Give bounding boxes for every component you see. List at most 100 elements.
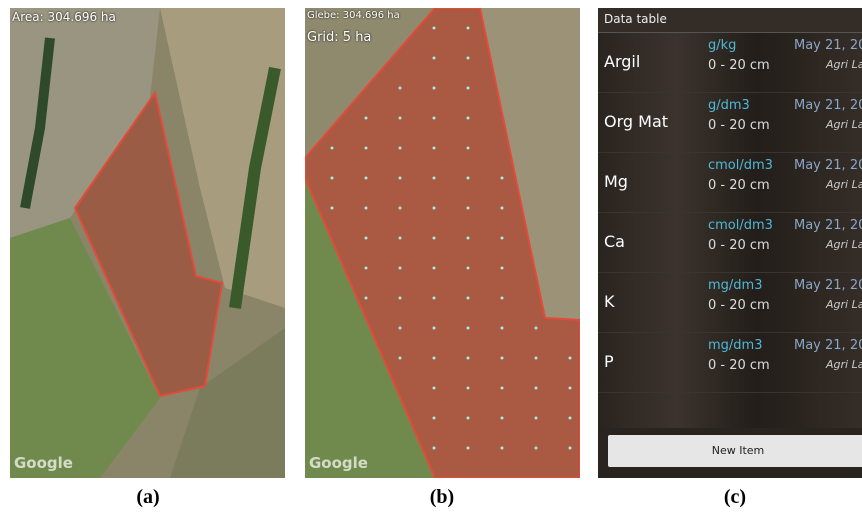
- new-item-button[interactable]: New Item: [608, 435, 862, 467]
- grid-point: [466, 416, 470, 420]
- row-lab: Agri La: [826, 358, 862, 371]
- grid-point: [364, 266, 368, 270]
- grid-point: [398, 116, 402, 120]
- grid-point: [432, 26, 436, 30]
- table-row[interactable]: Argil g/kg 0 - 20 cm May 21, 20 Agri La: [598, 32, 862, 93]
- grid-point: [398, 146, 402, 150]
- grid-point: [432, 446, 436, 450]
- grid-point: [398, 236, 402, 240]
- row-unit: cmol/dm3: [708, 218, 773, 233]
- row-name: Mg: [604, 172, 628, 191]
- grid-label: Grid: 5 ha: [307, 30, 372, 45]
- map-a-image: [10, 8, 285, 478]
- grid-point: [568, 446, 572, 450]
- grid-point: [432, 146, 436, 150]
- grid-point: [330, 176, 334, 180]
- grid-point: [432, 326, 436, 330]
- area-label: Area: 304.696 ha: [12, 10, 116, 24]
- grid-point: [432, 356, 436, 360]
- row-unit: mg/dm3: [708, 278, 763, 293]
- row-lab: Agri La: [826, 58, 862, 71]
- row-unit: cmol/dm3: [708, 158, 773, 173]
- row-date: May 21, 20: [794, 158, 862, 173]
- row-depth: 0 - 20 cm: [708, 238, 770, 253]
- grid-point: [500, 296, 504, 300]
- grid-point: [398, 296, 402, 300]
- grid-point: [466, 86, 470, 90]
- grid-point: [500, 206, 504, 210]
- watermark: Google: [309, 454, 368, 472]
- app-bar: Data table: [598, 8, 862, 33]
- grid-point: [500, 446, 504, 450]
- grid-point: [568, 386, 572, 390]
- grid-point: [568, 416, 572, 420]
- grid-point: [466, 296, 470, 300]
- grid-point: [432, 56, 436, 60]
- row-unit: mg/dm3: [708, 338, 763, 353]
- grid-point: [466, 356, 470, 360]
- row-unit: g/dm3: [708, 98, 750, 113]
- grid-point: [500, 176, 504, 180]
- grid-point: [534, 416, 538, 420]
- table-row[interactable]: Mg cmol/dm3 0 - 20 cm May 21, 20 Agri La: [598, 152, 862, 213]
- grid-point: [466, 176, 470, 180]
- grid-point: [364, 296, 368, 300]
- grid-point: [364, 236, 368, 240]
- grid-point: [500, 356, 504, 360]
- grid-point: [466, 236, 470, 240]
- watermark: Google: [14, 454, 73, 472]
- grid-point: [432, 176, 436, 180]
- grid-point: [364, 116, 368, 120]
- row-date: May 21, 20: [794, 98, 862, 113]
- grid-point: [330, 206, 334, 210]
- screen-title: Data table: [604, 12, 667, 26]
- grid-point: [534, 386, 538, 390]
- map-b: Glebe: 304.696 ha Grid: 5 ha Google: [305, 8, 580, 478]
- row-unit: g/kg: [708, 38, 737, 53]
- grid-point: [500, 326, 504, 330]
- row-date: May 21, 20: [794, 218, 862, 233]
- grid-point: [500, 236, 504, 240]
- row-name: P: [604, 352, 614, 371]
- row-name: Ca: [604, 232, 625, 251]
- grid-point: [500, 386, 504, 390]
- grid-point: [432, 296, 436, 300]
- row-depth: 0 - 20 cm: [708, 178, 770, 193]
- grid-point: [466, 446, 470, 450]
- grid-point: [500, 416, 504, 420]
- grid-point: [432, 386, 436, 390]
- grid-point: [432, 236, 436, 240]
- row-name: K: [604, 292, 615, 311]
- row-name: Org Mat: [604, 112, 669, 131]
- table-row[interactable]: Ca cmol/dm3 0 - 20 cm May 21, 20 Agri La: [598, 212, 862, 273]
- grid-point: [500, 266, 504, 270]
- row-depth: 0 - 20 cm: [708, 298, 770, 313]
- row-date: May 21, 20: [794, 278, 862, 293]
- row-depth: 0 - 20 cm: [708, 118, 770, 133]
- grid-point: [466, 146, 470, 150]
- row-lab: Agri La: [826, 238, 862, 251]
- map-a: Area: 304.696 ha Google: [10, 8, 285, 478]
- grid-point: [432, 116, 436, 120]
- grid-point: [534, 446, 538, 450]
- caption: (a): [136, 486, 160, 508]
- grid-point: [466, 56, 470, 60]
- grid-point: [432, 266, 436, 270]
- caption: (b): [429, 486, 455, 508]
- grid-point: [398, 86, 402, 90]
- grid-point: [398, 356, 402, 360]
- table-row[interactable]: Org Mat g/dm3 0 - 20 cm May 21, 20 Agri La: [598, 92, 862, 153]
- grid-point: [466, 386, 470, 390]
- grid-point: [466, 116, 470, 120]
- caption: (c): [723, 486, 747, 508]
- row-name: Argil: [604, 52, 641, 71]
- grid-point: [432, 416, 436, 420]
- row-lab: Agri La: [826, 298, 862, 311]
- map-b-image: [305, 8, 580, 478]
- grid-point: [330, 146, 334, 150]
- row-date: May 21, 20: [794, 38, 862, 53]
- grid-point: [534, 326, 538, 330]
